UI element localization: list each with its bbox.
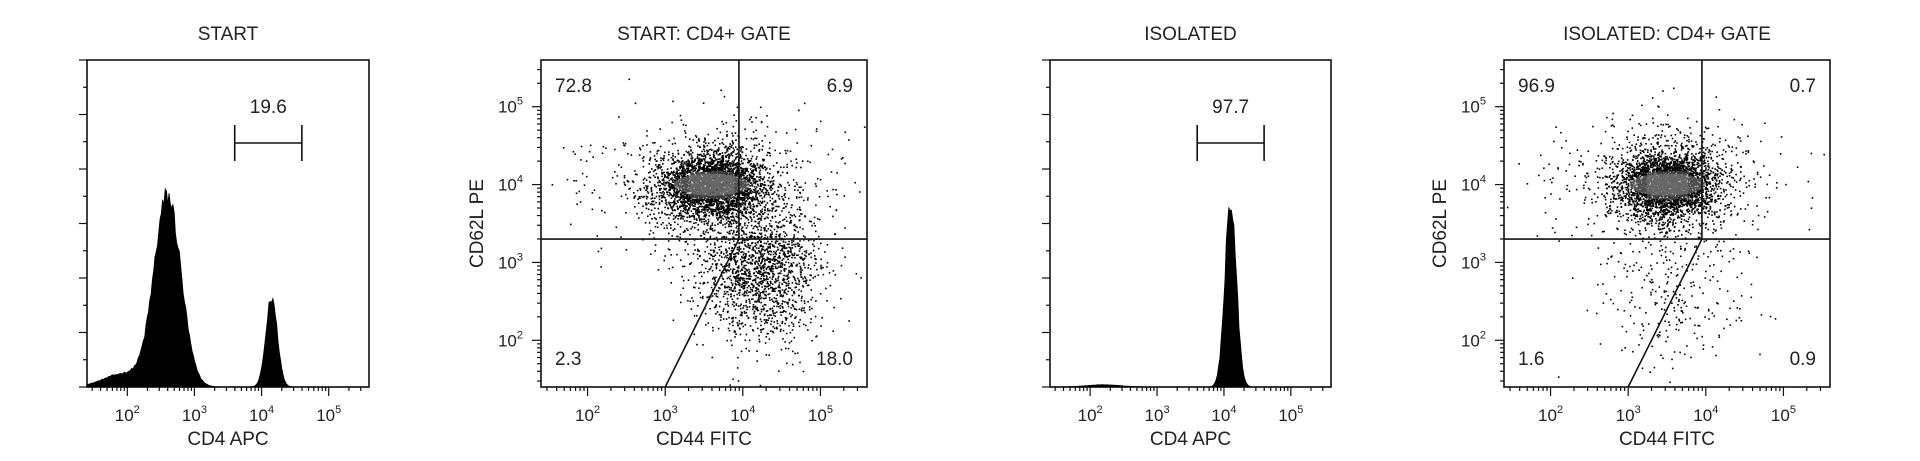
x-tick-label: 103 [182,404,207,425]
x-tick-label: 105 [1771,404,1796,425]
y-tick-label: 105 [1461,96,1486,117]
x-tick-label: 103 [1145,404,1170,425]
histogram-area [1050,208,1331,387]
x-tick-label: 105 [316,404,341,425]
quadrant-lower-left: 1.6 [1518,349,1544,370]
x-axis-label: CD44 FITC [1619,429,1715,450]
y-axis-label: CD62L PE [467,179,488,268]
chart-panel-2: START: CD4+ GATE 102 103 104 105 CD44 FITC 102… [467,24,888,450]
chart-title: ISOLATED [1144,24,1237,45]
y-tick-label: 104 [498,174,523,195]
x-tick-label: 104 [249,404,274,425]
x-tick-label: 102 [115,404,140,425]
chart-panel-3: ISOLATED 102 103 104 105 CD4 APC 97.7 [1042,24,1331,450]
x-tick-label: 104 [1693,404,1718,425]
gate-marker [1197,125,1264,161]
y-tick-label: 102 [498,329,523,350]
quadrant-gate [1504,60,1830,387]
x-tick-label: 105 [808,404,833,425]
x-tick-label: 103 [1616,404,1641,425]
gate-marker [235,125,302,161]
chart-title: START [198,24,259,45]
quadrant-lower-left: 2.3 [555,349,581,370]
y-tick-label: 105 [498,96,523,117]
quadrant-upper-left: 72.8 [555,76,592,97]
x-tick-label: 102 [575,404,600,425]
quadrant-lower-right: 0.9 [1790,349,1816,370]
plot-frame [1504,60,1830,387]
x-tick-label: 104 [1211,404,1236,425]
scatter-points [1463,88,1843,430]
scatter-points [524,79,888,387]
x-axis-label: CD4 APC [187,429,268,450]
plot-frame [1050,60,1331,387]
gate-percentage: 19.6 [250,97,287,118]
x-tick-label: 103 [653,404,678,425]
chart-panel-4: ISOLATED: CD4+ GATE 102 103 104 105 CD44 FITC… [1430,24,1844,450]
x-tick-label: 104 [730,404,755,425]
x-tick-label: 102 [1538,404,1563,425]
y-axis-label: CD62L PE [1430,179,1451,268]
x-tick-label: 102 [1078,404,1103,425]
histogram-area [87,189,369,387]
x-axis-label: CD4 APC [1150,429,1231,450]
chart-title: ISOLATED: CD4+ GATE [1563,24,1771,45]
chart-title: START: CD4+ GATE [617,24,791,45]
y-tick-label: 103 [1461,251,1486,272]
chart-panel-1: START 102 103 104 105 CD4 APC 19.6 [79,24,369,450]
density-core [1629,174,1705,196]
x-tick-label: 105 [1278,404,1303,425]
y-tick-label: 102 [1461,329,1486,350]
quadrant-upper-right: 6.9 [827,76,853,97]
quadrant-lower-right: 18.0 [816,349,853,370]
gate-percentage: 97.7 [1212,97,1249,118]
x-axis-label: CD44 FITC [656,429,752,450]
y-tick-label: 103 [498,251,523,272]
quadrant-upper-left: 96.9 [1518,76,1555,97]
quadrant-upper-right: 0.7 [1790,76,1816,97]
y-tick-label: 104 [1461,174,1486,195]
plot-frame [87,60,369,387]
